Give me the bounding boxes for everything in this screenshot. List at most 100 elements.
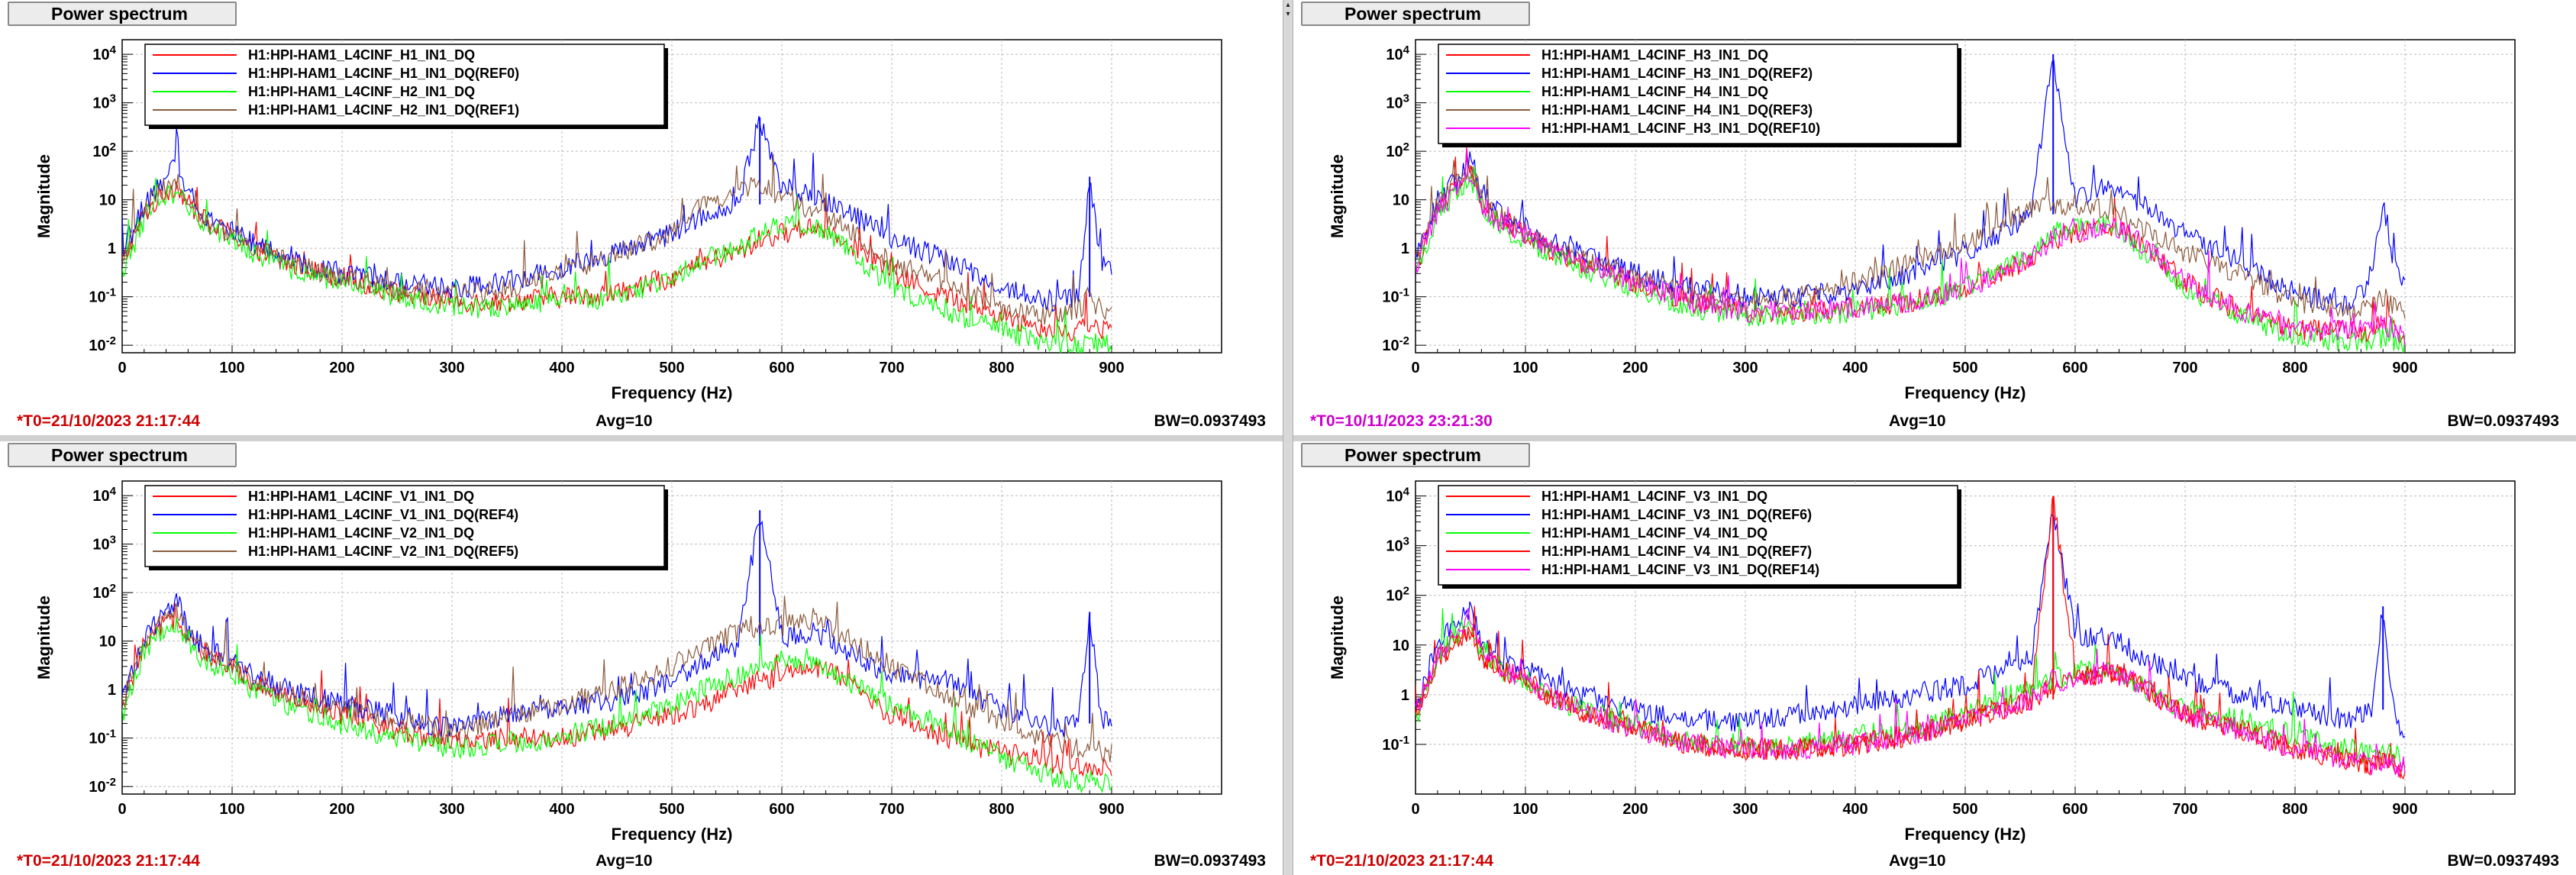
average-count-label: Avg=10 [1889,852,1946,870]
bandwidth-label: BW=0.0937493 [1154,412,1266,430]
y-tick-label: 10 [99,192,116,209]
y-tick-label: 104 [92,44,116,64]
y-tick-label: 10-1 [1382,286,1409,306]
series-line [122,153,1112,325]
x-tick-label: 500 [659,801,684,818]
x-tick-label: 100 [219,360,244,376]
start-time-label: *T0=21/10/2023 21:17:44 [17,412,200,430]
x-axis-label: Frequency (Hz) [612,825,733,844]
legend-entry: H1:HPI-HAM1_L4CINF_V1_IN1_DQ(REF4) [248,507,518,522]
spectrum-panel: Power spectrum 0 100 200 300 400 500 600 700 800 9… [1293,0,2576,435]
spectrum-chart[interactable]: 0 100 200 300 400 500 600 700 800 900 10-2 10-1 1 10 1… [0,441,1283,875]
legend-box [144,485,665,567]
splitter-up-icon[interactable]: ▴ [1286,1,1290,9]
average-count-label: Avg=10 [596,412,653,430]
spectrum-chart[interactable]: 0 100 200 300 400 500 600 700 800 900 10-2 10-1 1 10 1… [1293,0,2576,435]
y-tick-label: 103 [92,533,116,554]
legend-entry: H1:HPI-HAM1_L4CINF_V3_IN1_DQ(REF6) [1541,507,1812,522]
x-tick-label: 400 [549,801,574,818]
spectrum-panel: Power spectrum 0 100 200 300 400 500 600 700 800 9… [0,441,1283,875]
x-tick-label: 200 [1622,801,1648,818]
x-tick-label: 200 [329,360,354,376]
legend-entry: H1:HPI-HAM1_L4CINF_V3_IN1_DQ(REF14) [1541,562,1819,577]
panel-tab-title[interactable]: Power spectrum [8,443,237,467]
bandwidth-label: BW=0.0937493 [2447,412,2559,430]
x-tick-label: 100 [1512,801,1538,818]
x-tick-label: 400 [549,360,574,376]
legend-entry: H1:HPI-HAM1_L4CINF_V3_IN1_DQ [1541,489,1767,504]
x-tick-label: 500 [1952,801,1977,818]
series-line [122,181,1112,342]
average-count-label: Avg=10 [596,852,653,870]
spectrum-chart[interactable]: 0 100 200 300 400 500 600 700 800 900 10-1 1 10 102 10… [1293,441,2576,875]
series-line [1416,496,2406,779]
y-tick-label: 1 [108,241,116,257]
x-tick-label: 300 [439,360,464,376]
legend-box [144,44,665,126]
y-tick-label: 10 [1393,638,1409,654]
start-time-label: *T0=10/11/2023 23:21:30 [1310,412,1493,430]
x-tick-label: 800 [989,801,1014,818]
x-tick-label: 400 [1842,360,1867,376]
y-tick-label: 102 [1386,584,1409,605]
x-axis-label: Frequency (Hz) [1905,825,2026,844]
spectrum-chart[interactable]: 0 100 200 300 400 500 600 700 800 900 10-2 10-1 1 10 1… [0,0,1283,435]
x-tick-label: 0 [118,360,126,376]
x-tick-label: 400 [1842,801,1867,818]
panel-tab-title[interactable]: Power spectrum [1301,443,1530,467]
legend-entry: H1:HPI-HAM1_L4CINF_H4_IN1_DQ(REF3) [1541,102,1813,118]
x-tick-label: 700 [2172,801,2197,818]
y-tick-label: 10-1 [1382,733,1409,754]
legend-entry: H1:HPI-HAM1_L4CINF_V2_IN1_DQ [248,525,474,541]
vertical-splitter[interactable]: ▴ ▾ [1283,0,1293,875]
y-tick-label: 10 [99,634,116,651]
bandwidth-label: BW=0.0937493 [1154,852,1266,870]
legend-entry: H1:HPI-HAM1_L4CINF_V4_IN1_DQ(REF7) [1541,544,1812,559]
x-tick-label: 900 [2392,360,2417,376]
y-tick-label: 102 [1386,140,1409,161]
x-tick-label: 800 [2282,360,2307,376]
y-tick-label: 102 [92,582,116,602]
y-tick-label: 10-2 [89,776,116,796]
x-tick-label: 0 [1411,360,1419,376]
legend-entry: H1:HPI-HAM1_L4CINF_V4_IN1_DQ [1541,525,1767,541]
x-tick-label: 300 [439,801,464,818]
spectrum-panel: Power spectrum 0 100 200 300 400 500 600 700 800 9… [0,0,1283,435]
x-tick-label: 600 [2062,801,2087,818]
y-tick-label: 1 [1401,241,1409,257]
legend-entry: H1:HPI-HAM1_L4CINF_H3_IN1_DQ(REF10) [1541,121,1820,136]
panel-tab-title[interactable]: Power spectrum [8,2,237,26]
x-tick-label: 200 [329,801,354,818]
series-line [1416,166,2406,353]
y-tick-label: 10-1 [89,727,116,747]
splitter-down-icon[interactable]: ▾ [1286,10,1290,18]
x-tick-label: 800 [989,360,1014,376]
legend-entry: H1:HPI-HAM1_L4CINF_H4_IN1_DQ [1541,84,1768,99]
series-line [122,602,1112,777]
y-tick-label: 1 [108,682,116,699]
y-tick-label: 10-2 [1382,334,1409,355]
x-tick-label: 700 [879,360,904,376]
series-group [1416,496,2406,780]
start-time-label: *T0=21/10/2023 21:17:44 [17,852,200,870]
legend-entry: H1:HPI-HAM1_L4CINF_H2_IN1_DQ [248,84,475,99]
y-tick-label: 10-2 [89,334,116,355]
x-tick-label: 700 [879,801,904,818]
x-tick-label: 500 [1952,360,1977,376]
y-tick-label: 104 [1386,485,1409,505]
y-tick-label: 10 [1393,192,1409,209]
x-tick-label: 300 [1732,360,1758,376]
y-tick-label: 103 [1386,534,1409,555]
x-tick-label: 300 [1732,801,1758,818]
x-tick-label: 0 [1411,801,1419,818]
x-tick-label: 700 [2172,360,2197,376]
x-tick-label: 200 [1622,360,1648,376]
x-tick-label: 900 [1099,801,1124,818]
legend-entry: H1:HPI-HAM1_L4CINF_H3_IN1_DQ [1541,47,1768,63]
panel-tab-title[interactable]: Power spectrum [1301,2,1530,26]
series-line [122,520,1112,738]
y-axis-label: Magnitude [34,154,53,238]
legend-entry: H1:HPI-HAM1_L4CINF_H2_IN1_DQ(REF1) [248,102,519,118]
series-group [1416,54,2406,353]
series-line [122,617,1112,794]
